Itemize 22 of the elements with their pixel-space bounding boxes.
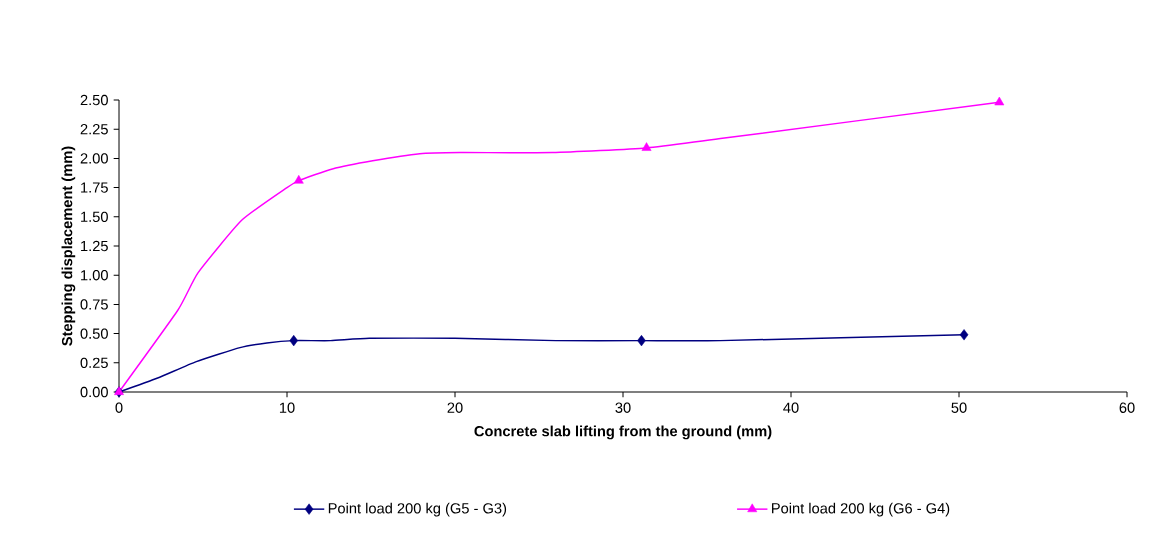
x-tick-label: 40 — [783, 402, 799, 413]
y-tick-label: 1.25 — [81, 240, 108, 252]
y-tick-label: 2.00 — [80, 153, 108, 164]
legend-label: Point load 200 kg (G6 - G4) — [772, 502, 950, 517]
y-tick-label: 1.75 — [81, 182, 108, 193]
y-tick-label: 2.50 — [80, 94, 108, 106]
y-tick-label: 0.75 — [80, 299, 108, 310]
y-tick-label: 1.50 — [81, 211, 108, 222]
y-tick-label: 0.25 — [80, 357, 108, 368]
x-axis-title: Concrete slab lifting from the ground (mm) — [474, 425, 772, 440]
y-tick-label: 0.50 — [80, 328, 108, 339]
y-tick-label: 1.00 — [81, 270, 108, 281]
x-tick-label: 0 — [115, 402, 123, 413]
x-tick-label: 20 — [447, 402, 463, 413]
legend-label: Point load 200 kg (G5 - G3) — [328, 502, 507, 517]
x-tick-label: 30 — [615, 402, 631, 413]
x-tick-label: 50 — [951, 402, 967, 413]
y-tick-label: 2.25 — [80, 124, 108, 135]
y-axis-title: Stepping displacement (mm) — [61, 146, 76, 346]
y-tick-label: 0.00 — [80, 386, 108, 398]
x-tick-label: 60 — [1119, 402, 1135, 413]
x-tick-label: 10 — [279, 402, 295, 413]
